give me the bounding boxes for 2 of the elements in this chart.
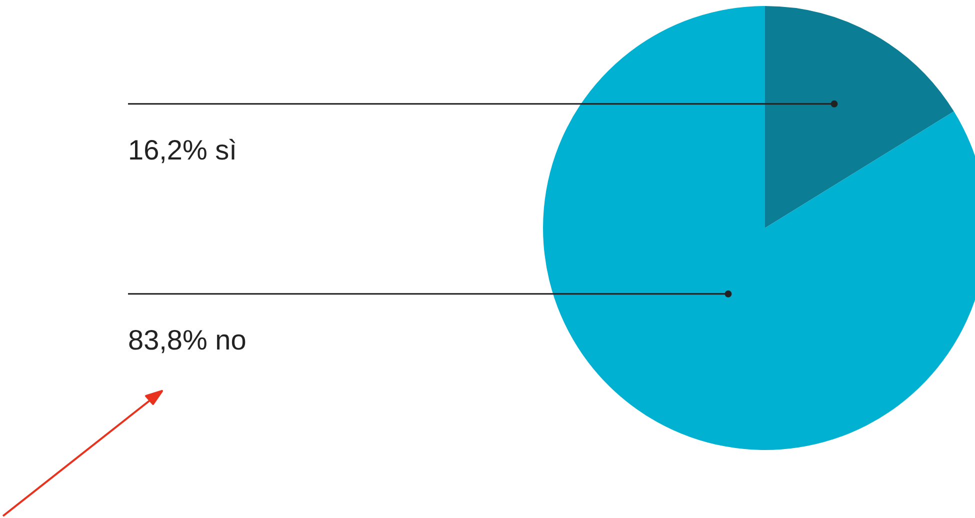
- slice-label: 16,2% sì: [128, 134, 237, 166]
- slice-label: 83,8% no: [128, 324, 246, 356]
